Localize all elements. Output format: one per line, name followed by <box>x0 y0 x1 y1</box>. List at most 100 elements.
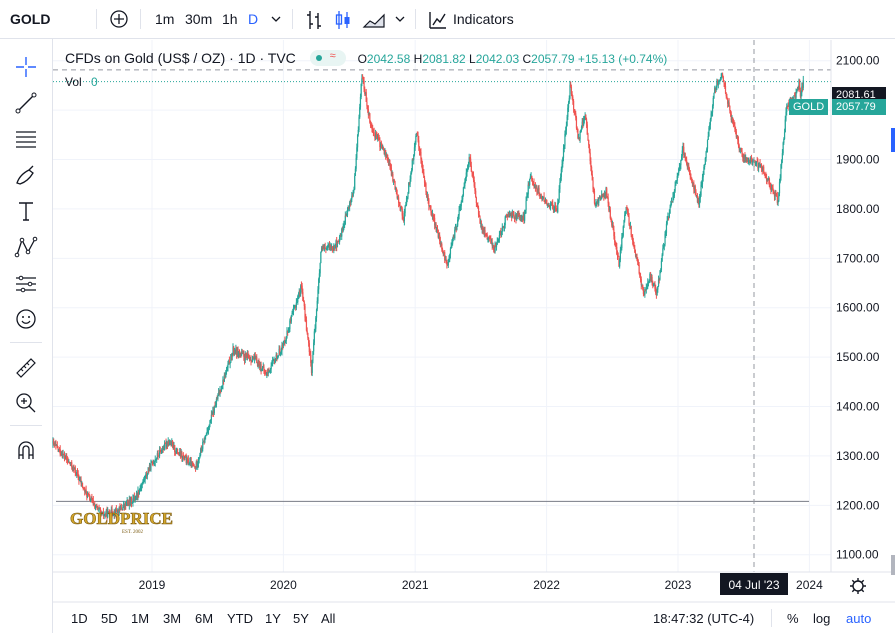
candle-body <box>207 429 210 432</box>
candle-body <box>283 340 285 344</box>
candle-body <box>490 242 493 244</box>
market-status-badge[interactable]: ≈ <box>309 50 346 66</box>
candle-body <box>473 180 475 187</box>
candle-body <box>320 251 322 264</box>
percent-scale-toggle[interactable]: % <box>787 611 799 626</box>
text-tool-icon[interactable] <box>10 197 42 225</box>
candle-body <box>192 462 194 466</box>
candle-body <box>512 213 514 215</box>
brush-icon[interactable] <box>10 161 42 189</box>
chart-settings-gear-icon[interactable] <box>850 578 866 594</box>
candle-body <box>61 454 63 456</box>
candle-body <box>211 414 213 416</box>
candle-body <box>227 363 229 368</box>
emoji-icon[interactable] <box>10 305 42 333</box>
candle-body <box>802 80 804 88</box>
candle-body <box>773 190 775 193</box>
candle-body <box>503 225 506 228</box>
range-1m[interactable]: 1M <box>131 611 150 626</box>
candle-body <box>219 389 221 394</box>
candle-body <box>188 464 190 465</box>
candle-body <box>95 505 97 507</box>
candle-body <box>723 81 725 84</box>
candle-body <box>326 247 328 249</box>
chart-style-chevron-icon[interactable] <box>394 0 406 38</box>
candle-body <box>727 102 729 104</box>
candle-body <box>585 119 588 125</box>
candle-body <box>608 203 610 211</box>
candle-body <box>650 274 652 281</box>
candle-body <box>781 153 783 160</box>
interval-dropdown-chevron-icon[interactable] <box>270 0 282 38</box>
area-style-icon[interactable] <box>362 0 386 38</box>
candle-body <box>182 455 184 459</box>
candle-body <box>357 129 359 135</box>
candle-body <box>234 350 236 353</box>
candle-body <box>98 508 100 510</box>
compare-add-icon[interactable] <box>108 0 130 38</box>
candle-body <box>55 444 57 446</box>
right-panel-edge[interactable] <box>891 128 895 152</box>
clock-timezone[interactable]: 18:47:32 (UTC-4) <box>653 611 755 626</box>
fib-retracement-icon[interactable] <box>10 125 42 153</box>
crosshair-icon[interactable] <box>10 53 42 81</box>
prediction-tools-icon[interactable] <box>10 269 42 297</box>
bars-style-icon[interactable] <box>305 0 323 38</box>
candle-body <box>646 285 648 288</box>
range-5d[interactable]: 5D <box>101 611 118 626</box>
candle-body <box>599 197 601 199</box>
magnet-icon[interactable] <box>10 437 42 465</box>
range-3m[interactable]: 3M <box>163 611 182 626</box>
candle-body <box>607 197 609 204</box>
candle-body <box>76 472 79 474</box>
candle-body <box>452 238 454 244</box>
candle-body <box>384 150 386 155</box>
range-6m[interactable]: 6M <box>195 611 214 626</box>
candle-body <box>215 398 218 406</box>
candle-body <box>153 462 155 465</box>
interval-1m[interactable]: 1m <box>155 11 175 27</box>
candle-body <box>166 443 168 447</box>
candle-body <box>387 157 389 162</box>
candle-body <box>765 174 767 178</box>
candle-body <box>660 260 663 270</box>
candle-body <box>189 461 192 463</box>
interval-1h[interactable]: 1h <box>222 11 238 27</box>
candle-body <box>633 246 635 249</box>
range-all[interactable]: All <box>321 611 336 626</box>
range-1y[interactable]: 1Y <box>265 611 281 626</box>
right-panel-scroll[interactable] <box>891 555 895 575</box>
range-5y[interactable]: 5Y <box>293 611 309 626</box>
candle-body <box>128 499 130 506</box>
candle-body <box>710 113 712 120</box>
symbol-search-button[interactable]: GOLD <box>10 11 51 27</box>
candle-body <box>289 320 291 330</box>
candles-style-icon[interactable] <box>334 0 352 38</box>
candle-body <box>412 159 414 161</box>
candle-body <box>662 248 664 255</box>
candle-body <box>623 220 625 227</box>
indicators-button[interactable]: Indicators <box>453 11 514 27</box>
candle-body <box>606 188 608 197</box>
series-title[interactable]: CFDs on Gold (US$ / OZ) · 1D · TVC <box>65 50 296 66</box>
candle-body <box>213 405 215 414</box>
range-ytd[interactable]: YTD <box>227 611 253 626</box>
log-scale-toggle[interactable]: log <box>813 611 831 626</box>
candle-body <box>537 187 539 194</box>
candle-body <box>230 354 232 363</box>
zoom-in-icon[interactable] <box>10 389 42 417</box>
interval-30m[interactable]: 30m <box>185 11 213 27</box>
x-tick-label: 2023 <box>665 578 692 592</box>
indicators-icon[interactable] <box>428 0 448 38</box>
trend-line-icon[interactable] <box>10 89 42 117</box>
range-1d[interactable]: 1D <box>71 611 88 626</box>
candle-body <box>307 333 309 339</box>
candle-body <box>368 113 370 115</box>
pattern-icon[interactable] <box>10 233 42 261</box>
ruler-icon[interactable] <box>10 354 42 382</box>
candle-body <box>533 182 535 187</box>
auto-scale-toggle[interactable]: auto <box>846 611 872 626</box>
candle-body <box>110 515 112 517</box>
interval-d[interactable]: D <box>248 11 259 27</box>
